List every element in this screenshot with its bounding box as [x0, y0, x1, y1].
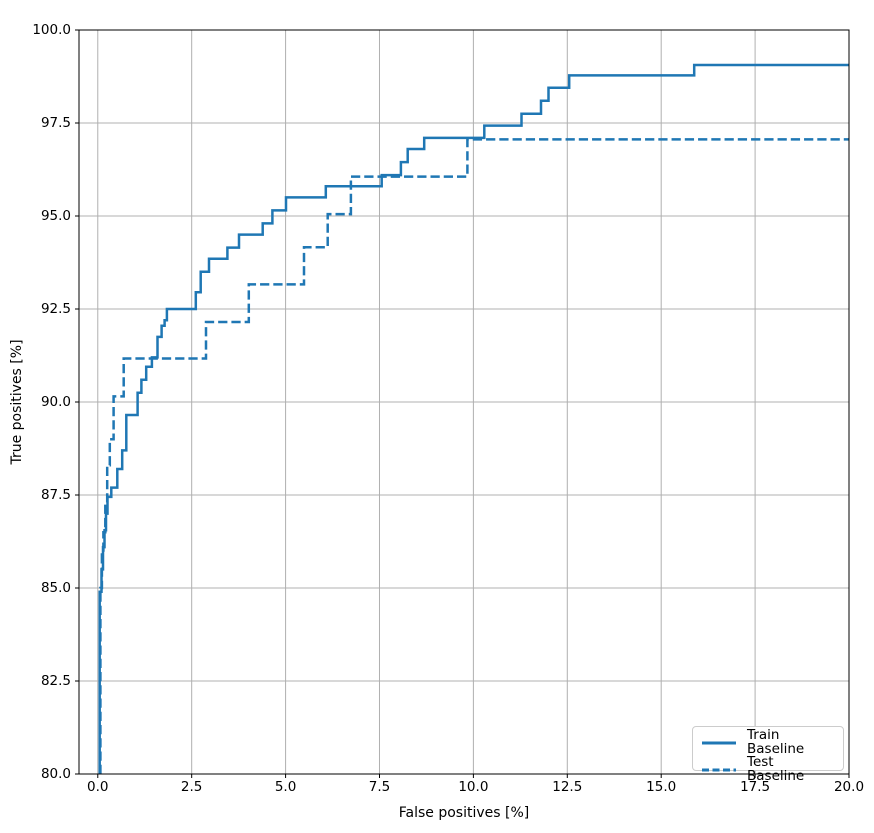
- x-tick-label: 0.0: [87, 779, 109, 795]
- y-tick-label: 95.0: [40, 207, 71, 224]
- x-tick-label: 10.0: [458, 779, 489, 795]
- x-axis-label: False positives [%]: [398, 805, 530, 821]
- y-tick-label: 80.0: [40, 765, 71, 782]
- x-tick-label: 15.0: [646, 779, 677, 795]
- series-test-baseline: [99, 138, 849, 774]
- x-tick-label: 17.5: [740, 779, 771, 795]
- y-tick-label: 100.0: [32, 21, 71, 38]
- x-tick-label: 7.5: [368, 779, 391, 795]
- y-tick-label: 92.5: [40, 300, 71, 317]
- y-tick-label: 90.0: [40, 393, 71, 410]
- x-tick-label: 20.0: [833, 779, 865, 795]
- y-tick-label: 87.5: [40, 486, 71, 503]
- legend-item-test-baseline: Test Baseline: [701, 754, 835, 784]
- x-tick-label: 5.0: [274, 779, 297, 795]
- legend: Train Baseline Test Baseline: [692, 726, 844, 782]
- legend-label-test: Test Baseline: [747, 754, 805, 784]
- dashed-line-sample-icon: [702, 768, 736, 771]
- x-tick-label: 12.5: [552, 779, 583, 795]
- y-tick-label: 82.5: [40, 672, 71, 689]
- y-tick-label: 97.5: [40, 114, 71, 131]
- solid-line-sample-icon: [702, 741, 736, 744]
- y-tick-label: 85.0: [40, 579, 71, 596]
- legend-label-train: Train Baseline: [747, 727, 805, 757]
- series-train-baseline: [98, 63, 849, 774]
- x-tick-label: 2.5: [180, 779, 203, 795]
- legend-item-train-baseline: Train Baseline: [701, 727, 835, 757]
